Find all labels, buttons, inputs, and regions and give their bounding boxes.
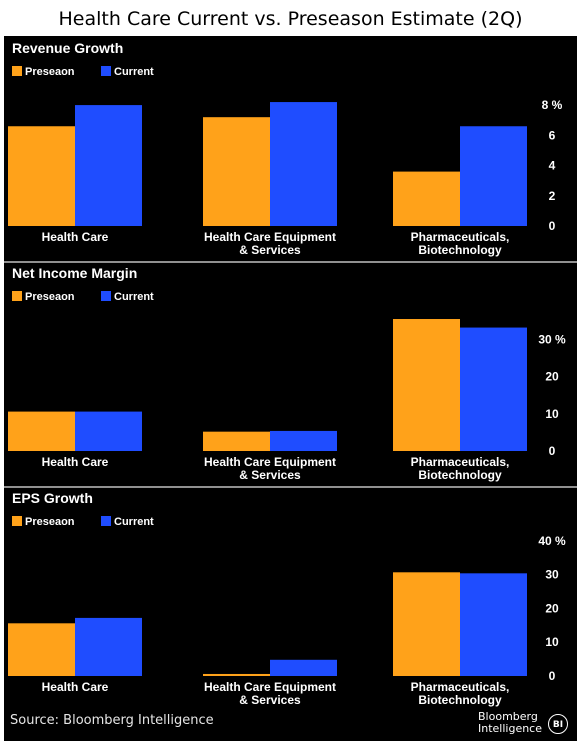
legend-label-preseason: Preseaon bbox=[25, 66, 75, 78]
category-label: Pharmaceuticals, bbox=[411, 680, 510, 694]
bar-preseason bbox=[8, 411, 75, 451]
y-tick-label: 30 % bbox=[538, 332, 566, 346]
chart-frame: Revenue Growth Preseaon Current Health Care… bbox=[4, 36, 577, 741]
bar-preseason bbox=[203, 431, 270, 451]
y-tick-label: 4 bbox=[549, 159, 556, 173]
legend-label-current: Current bbox=[114, 66, 154, 78]
y-tick-label: 40 % bbox=[538, 534, 566, 548]
panel-title: EPS Growth bbox=[12, 490, 93, 506]
category-label: & Services bbox=[239, 468, 301, 482]
bar-preseason bbox=[203, 673, 270, 676]
page-title: Health Care Current vs. Preseason Estima… bbox=[58, 8, 523, 30]
panel-title: Net Income Margin bbox=[12, 265, 137, 281]
category-label: Health Care bbox=[42, 230, 109, 244]
source-note: Source: Bloomberg Intelligence bbox=[10, 713, 214, 728]
bar-preseason bbox=[8, 623, 75, 676]
legend-label-preseason: Preseaon bbox=[25, 516, 75, 528]
y-tick-label: 0 bbox=[549, 669, 556, 683]
bar-current bbox=[460, 126, 527, 226]
y-tick-label: 10 bbox=[545, 407, 559, 421]
bar-current bbox=[75, 411, 142, 451]
panel-title: Revenue Growth bbox=[12, 40, 123, 56]
y-tick-label: 20 bbox=[545, 601, 559, 615]
y-tick-label: 0 bbox=[549, 444, 556, 458]
category-label: Biotechnology bbox=[418, 468, 502, 482]
bar-preseason bbox=[8, 126, 75, 226]
charts-svg: Revenue Growth Preseaon Current Health Care… bbox=[4, 40, 577, 707]
category-label: & Services bbox=[239, 693, 301, 707]
legend-swatch-current bbox=[101, 516, 111, 526]
category-label: Pharmaceuticals, bbox=[411, 230, 510, 244]
bi-logo-icon: BI bbox=[548, 714, 568, 734]
bar-current bbox=[270, 659, 337, 676]
y-tick-label: 2 bbox=[549, 189, 556, 203]
brand-line-2: Intelligence bbox=[478, 722, 543, 735]
legend-label-preseason: Preseaon bbox=[25, 291, 75, 303]
brand-line-1: Bloomberg bbox=[478, 710, 538, 723]
legend-swatch-current bbox=[101, 291, 111, 301]
category-label: Biotechnology bbox=[418, 243, 502, 257]
legend-swatch-preseason bbox=[12, 291, 22, 301]
bloomberg-intelligence-logo: Bloomberg Intelligence bbox=[478, 711, 542, 735]
y-tick-label: 8 % bbox=[542, 98, 563, 112]
bar-current bbox=[270, 102, 337, 226]
legend-swatch-preseason bbox=[12, 66, 22, 76]
bar-preseason bbox=[393, 319, 460, 451]
legend-label-current: Current bbox=[114, 291, 154, 303]
legend-label-current: Current bbox=[114, 516, 154, 528]
bar-current bbox=[270, 430, 337, 451]
category-label: Health Care Equipment bbox=[204, 455, 336, 469]
y-tick-label: 10 bbox=[545, 635, 559, 649]
category-label: & Services bbox=[239, 243, 301, 257]
category-label: Health Care bbox=[42, 455, 109, 469]
bar-current bbox=[460, 573, 527, 676]
bar-preseason bbox=[393, 171, 460, 226]
bar-preseason bbox=[393, 572, 460, 676]
category-label: Biotechnology bbox=[418, 693, 502, 707]
bar-preseason bbox=[203, 117, 270, 226]
y-tick-label: 20 bbox=[545, 370, 559, 384]
category-label: Health Care Equipment bbox=[204, 680, 336, 694]
y-tick-label: 30 bbox=[545, 568, 559, 582]
bar-current bbox=[75, 105, 142, 226]
y-tick-label: 0 bbox=[549, 219, 556, 233]
y-tick-label: 6 bbox=[549, 128, 556, 142]
legend-swatch-preseason bbox=[12, 516, 22, 526]
legend-swatch-current bbox=[101, 66, 111, 76]
category-label: Health Care bbox=[42, 680, 109, 694]
category-label: Pharmaceuticals, bbox=[411, 455, 510, 469]
bar-current bbox=[75, 617, 142, 676]
category-label: Health Care Equipment bbox=[204, 230, 336, 244]
bar-current bbox=[460, 327, 527, 451]
